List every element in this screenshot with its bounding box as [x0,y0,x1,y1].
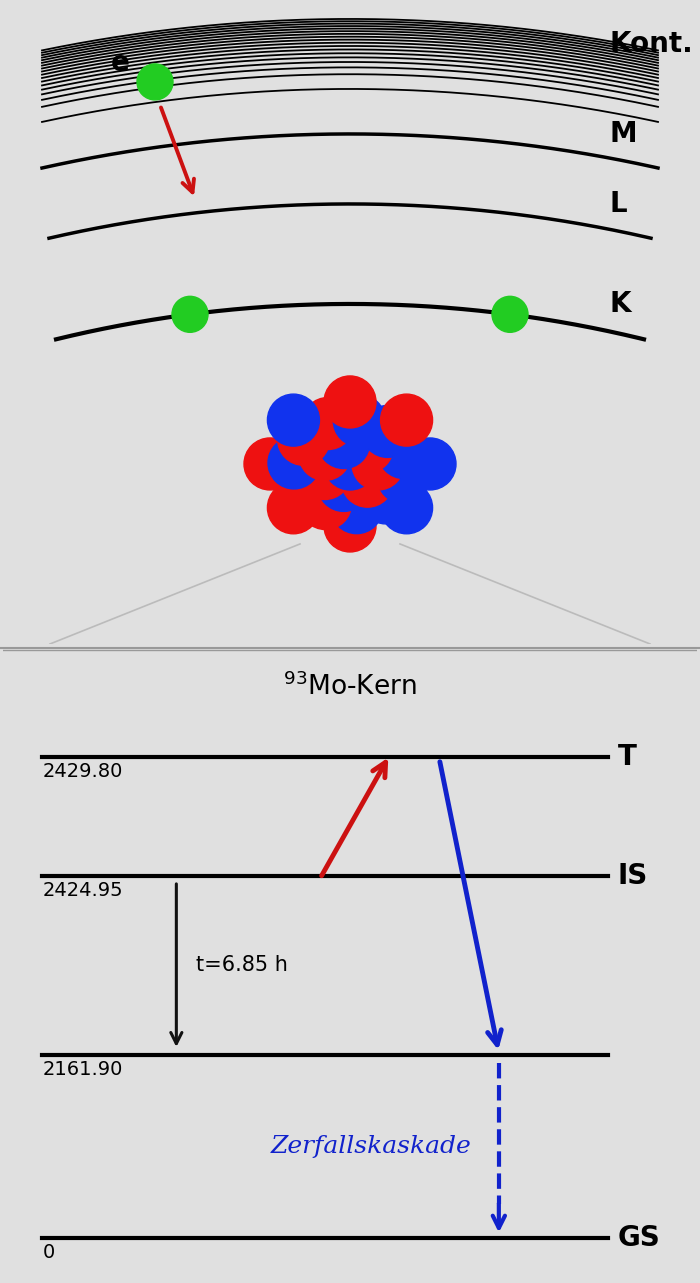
Circle shape [342,421,393,472]
Circle shape [404,438,456,490]
Text: Zerfallskaskade: Zerfallskaskade [271,1135,471,1159]
Circle shape [172,296,208,332]
Circle shape [299,448,351,499]
Circle shape [342,455,393,507]
Circle shape [318,459,370,512]
Circle shape [377,452,429,503]
Circle shape [302,398,354,449]
Circle shape [378,426,430,479]
Circle shape [324,500,376,552]
Text: K: K [610,290,631,318]
Circle shape [330,481,383,534]
Circle shape [267,482,319,534]
Circle shape [318,417,370,468]
Circle shape [268,438,320,489]
Text: M: M [610,119,638,148]
Circle shape [360,472,412,523]
Circle shape [244,438,296,490]
Circle shape [324,438,376,490]
Circle shape [299,429,351,480]
Text: 2424.95: 2424.95 [43,881,123,901]
Text: T: T [618,743,637,771]
Circle shape [492,296,528,332]
Text: 2161.90: 2161.90 [43,1060,122,1079]
Circle shape [333,395,385,446]
Circle shape [267,394,319,446]
Text: 2429.80: 2429.80 [43,762,122,781]
Text: Kont.: Kont. [610,30,694,58]
Circle shape [278,413,330,466]
Circle shape [362,405,414,458]
Text: t=6.85 h: t=6.85 h [196,956,288,975]
Text: L: L [610,190,628,218]
Circle shape [276,461,328,513]
Circle shape [300,477,351,530]
Circle shape [324,376,376,429]
Text: GS: GS [618,1224,661,1252]
Circle shape [137,64,173,100]
Text: 0: 0 [43,1243,55,1262]
Circle shape [381,482,433,534]
Text: e: e [111,49,130,77]
Text: $^{93}$Mo-Kern: $^{93}$Mo-Kern [283,672,417,702]
Circle shape [352,438,404,490]
Circle shape [381,394,433,446]
Text: IS: IS [618,862,648,890]
